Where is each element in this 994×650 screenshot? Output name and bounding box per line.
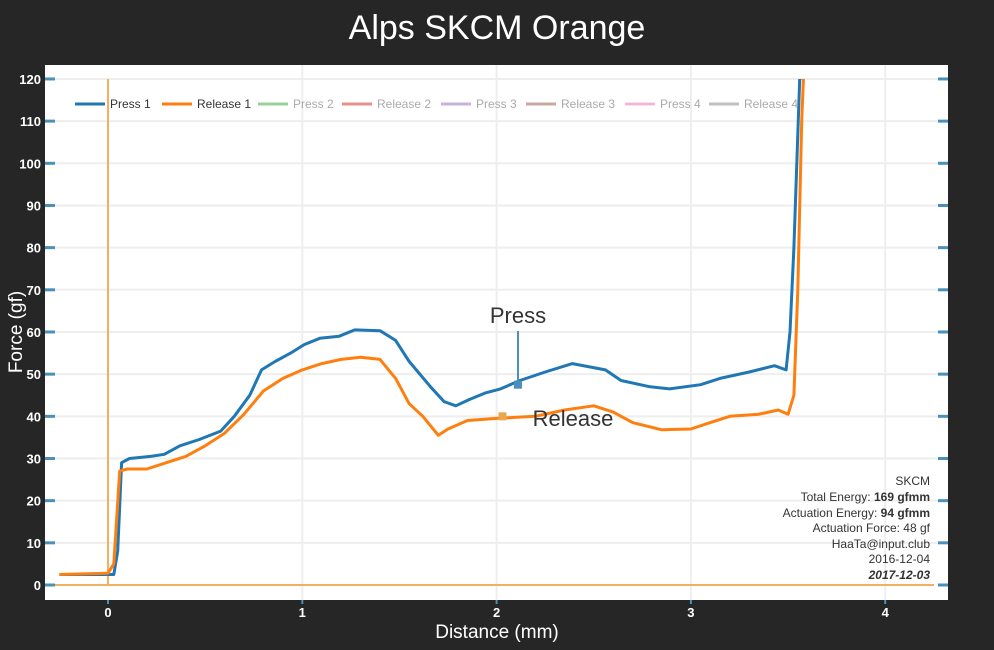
x-tick-label: 2: [493, 605, 500, 620]
annotations: Press Release: [490, 303, 614, 431]
legend-item-release-4[interactable]: Release 4: [709, 97, 798, 111]
legend-item-release-1[interactable]: Release 1: [162, 97, 251, 111]
y-tick-label: 120: [19, 72, 41, 87]
y-tick-label: 30: [27, 451, 41, 466]
legend-label: Release 2: [377, 97, 431, 111]
y-tick-label: 80: [27, 241, 41, 256]
y-tick-label: 100: [19, 156, 41, 171]
legend-label: Press 3: [476, 97, 517, 111]
legend-item-press-3[interactable]: Press 3: [441, 97, 517, 111]
info-box: SKCM Total Energy: 169 gfmm Actuation En…: [783, 474, 931, 582]
y-tick-label: 40: [27, 409, 41, 424]
legend-item-press-1[interactable]: Press 1: [75, 97, 151, 111]
info-date-2: 2017-12-03: [868, 568, 931, 582]
info-switch: SKCM: [895, 474, 930, 488]
x-tick-label: 1: [299, 605, 306, 620]
series-line-release-1: [59, 78, 805, 576]
chart-title: Alps SKCM Orange: [349, 9, 646, 47]
y-axis-label: Force (gf): [6, 291, 27, 373]
legend-item-press-2[interactable]: Press 2: [258, 97, 334, 111]
legend-label: Press 2: [293, 97, 334, 111]
info-actuation-energy: Actuation Energy: 94 gfmm: [783, 506, 930, 520]
legend[interactable]: Press 1 Release 1 Press 2 Release 2 Press 3 R…: [75, 97, 798, 111]
y-tick-label: 90: [27, 198, 41, 213]
y-tick-label: 0: [34, 578, 41, 593]
info-total-energy: Total Energy: 169 gfmm: [801, 490, 930, 504]
legend-label: Release 4: [744, 97, 798, 111]
legend-item-press-4[interactable]: Press 4: [625, 97, 701, 111]
release-annotation-label: Release: [533, 406, 614, 431]
legend-label: Release 3: [561, 97, 615, 111]
legend-label: Release 1: [197, 97, 251, 111]
x-axis-label: Distance (mm): [435, 622, 559, 643]
y-tick-label: 70: [27, 283, 41, 298]
press-annotation-marker: [513, 380, 522, 389]
y-tick-label: 20: [27, 494, 41, 509]
info-date-1: 2016-12-04: [869, 552, 931, 566]
x-tick-label: 0: [104, 605, 111, 620]
info-author: HaaTa@input.club: [832, 537, 931, 551]
press-annotation-label: Press: [490, 303, 546, 328]
y-tick-label: 110: [20, 114, 41, 129]
y-tick-label: 50: [27, 367, 41, 382]
info-actuation-force: Actuation Force: 48 gf: [813, 521, 931, 535]
legend-item-release-2[interactable]: Release 2: [342, 97, 431, 111]
series-line-press-1: [59, 78, 803, 576]
series-lines: [59, 78, 805, 576]
legend-label: Press 4: [660, 97, 701, 111]
release-annotation-marker: [498, 412, 507, 421]
legend-label: Press 1: [110, 97, 151, 111]
y-tick-label: 10: [27, 536, 41, 551]
legend-item-release-3[interactable]: Release 3: [526, 97, 615, 111]
x-tick-label: 3: [687, 605, 694, 620]
y-tick-label: 60: [27, 325, 41, 340]
x-tick-label: 4: [882, 605, 890, 620]
